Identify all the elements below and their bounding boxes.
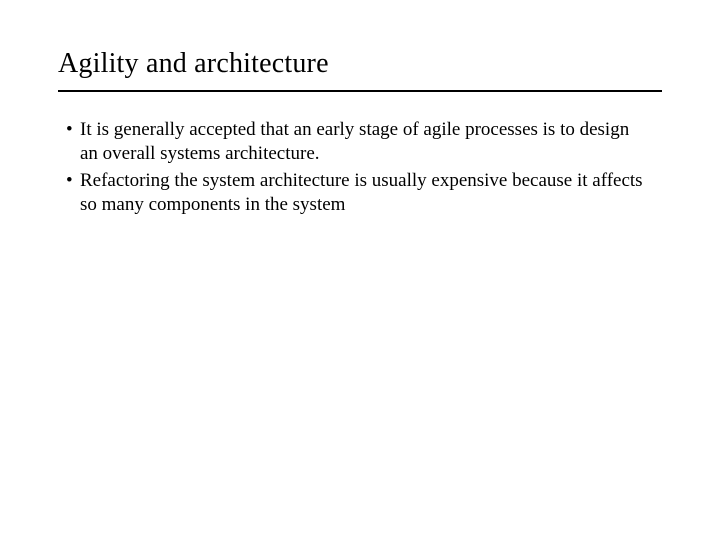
- bullet-item: It is generally accepted that an early s…: [66, 118, 646, 167]
- slide-title: Agility and architecture: [58, 48, 662, 92]
- bullet-list: It is generally accepted that an early s…: [58, 118, 662, 217]
- bullet-item: Refactoring the system architecture is u…: [66, 169, 646, 218]
